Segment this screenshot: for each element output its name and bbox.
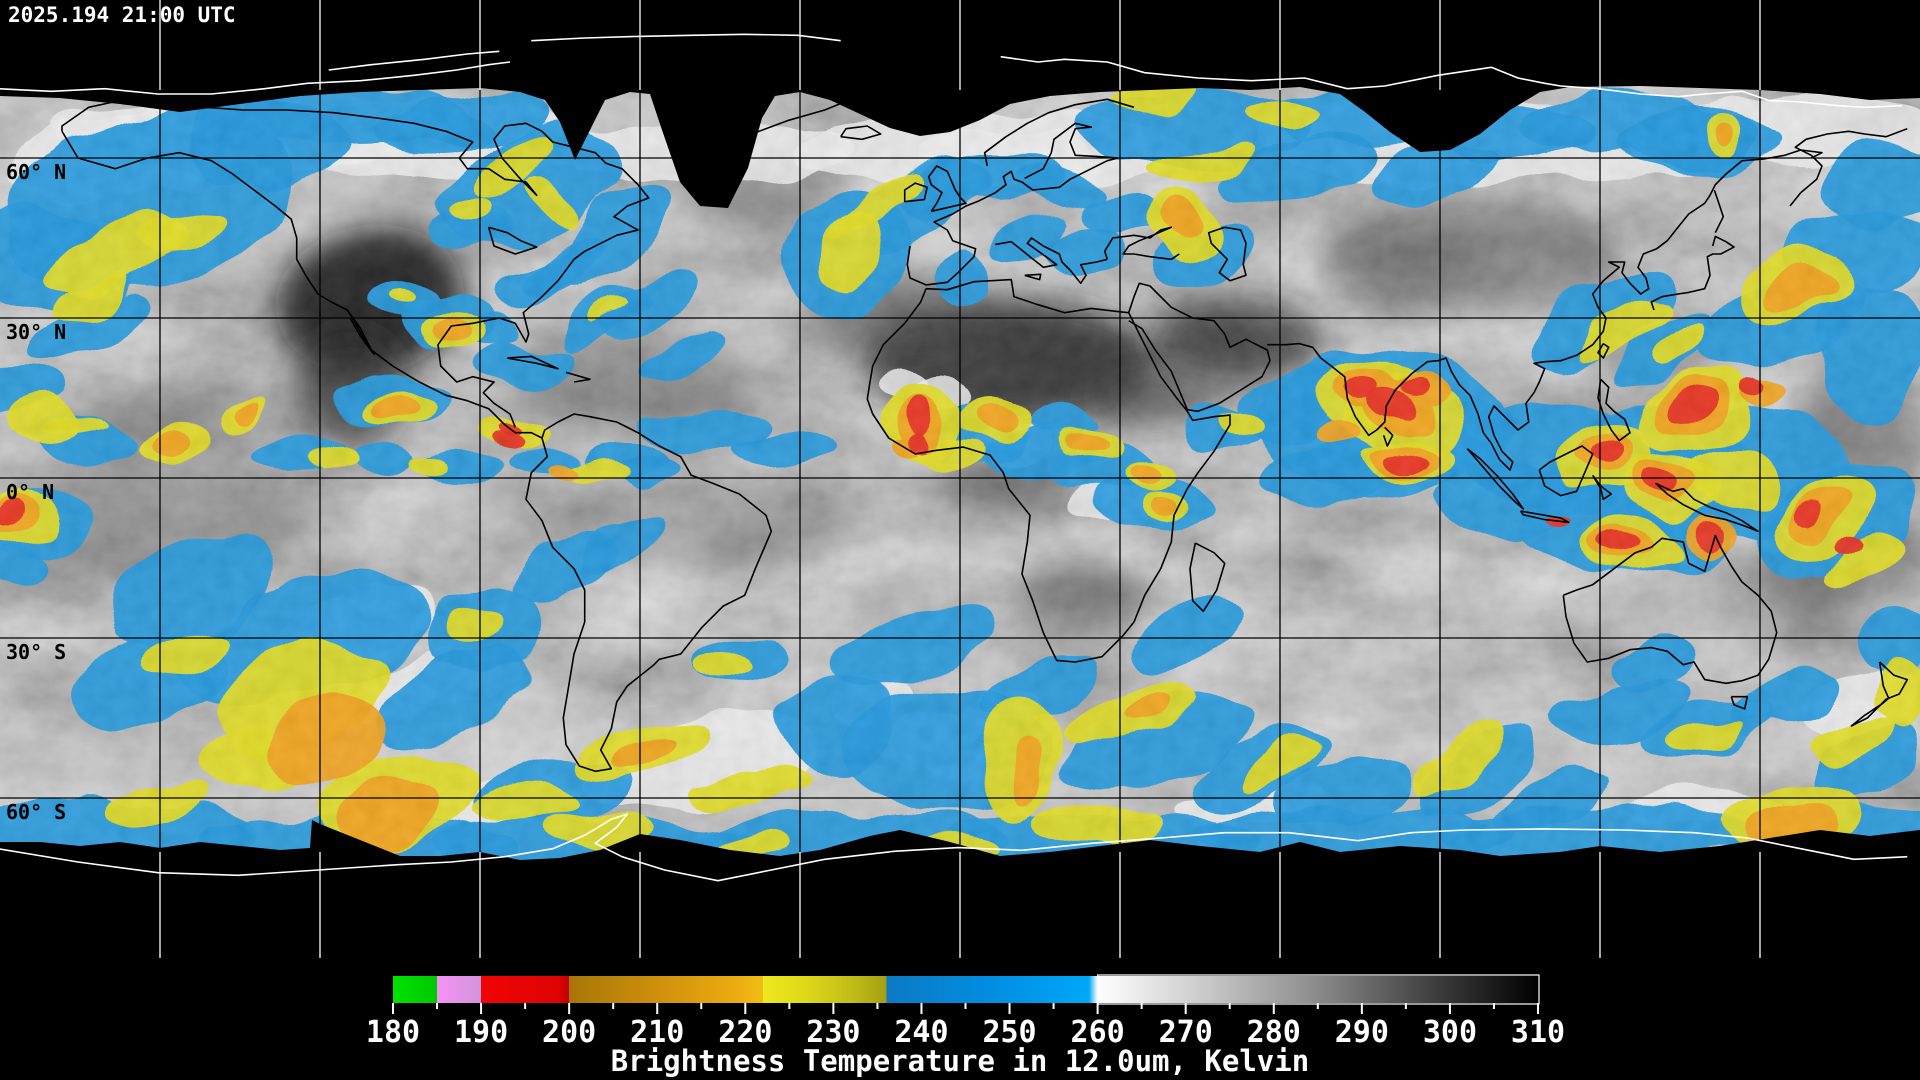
- coastline: [1024, 273, 1042, 281]
- coastline: [61, 130, 543, 439]
- coastline: [1382, 426, 1394, 447]
- coastline: [525, 413, 773, 773]
- polar-coastline: [0, 813, 1908, 882]
- colorbar-tick-label: 290: [1335, 1015, 1389, 1050]
- colorbar-tick-label: 230: [806, 1015, 860, 1050]
- latitude-label: 60° S: [6, 800, 66, 824]
- coastline: [906, 122, 1119, 286]
- colorbar-tick-label: 200: [542, 1015, 596, 1050]
- coastline: [507, 355, 559, 370]
- latitude-label: 30° N: [6, 320, 66, 344]
- coastline: [1789, 127, 1908, 207]
- coastline: [1850, 661, 1909, 727]
- coastline: [1713, 189, 1725, 234]
- coastline: [1730, 695, 1749, 710]
- polar-coastline: [531, 33, 841, 42]
- coastline: [1655, 482, 1759, 533]
- colorbar-tick-label: 190: [454, 1015, 508, 1050]
- colorbar-tick-label: 220: [718, 1015, 772, 1050]
- graticule-layer: [0, 84, 1920, 958]
- coastline: [1538, 445, 1594, 497]
- coastline: [61, 99, 650, 428]
- colorbar-tick-label: 240: [894, 1015, 948, 1050]
- coastline: [487, 226, 538, 255]
- coastline: [995, 237, 1108, 285]
- colorbar-tick-label: 260: [1071, 1015, 1125, 1050]
- coastline: [1127, 282, 1271, 413]
- coastline: [1520, 510, 1570, 524]
- coastline: [983, 98, 1135, 167]
- colorbar-tick-label: 270: [1159, 1015, 1213, 1050]
- coastline: [1207, 226, 1247, 282]
- colorbar-tick-label: 180: [366, 1015, 420, 1050]
- colorbar-tick-label: 300: [1423, 1015, 1477, 1050]
- colorbar-gradient-bar: [393, 976, 1538, 1003]
- colorbar-tick-label: 250: [982, 1015, 1036, 1050]
- coastline: [1650, 235, 1735, 311]
- colorbar: 180 190 200 210 220 230 240 250 260 270 280 290 300 3…: [366, 974, 1565, 1050]
- latitude-label: 30° S: [6, 640, 66, 664]
- colorbar-tick-label: 310: [1511, 1015, 1565, 1050]
- coastline: [840, 125, 882, 141]
- latitude-labels: 60° N 30° N 0° N 30° S 60° S: [6, 160, 66, 824]
- coastline: [1466, 448, 1525, 510]
- colorbar-tick-label: 210: [630, 1015, 684, 1050]
- polar-coastline: [0, 61, 511, 95]
- coastline: [1562, 534, 1778, 685]
- coastline: [866, 278, 1231, 663]
- colorbar-title: Brightness Temperature in 12.0um, Kelvin: [611, 1044, 1309, 1078]
- polar-coastline: [1000, 55, 1903, 109]
- latitude-label: 0° N: [6, 480, 54, 504]
- coastline: [1597, 378, 1631, 442]
- coastline: [903, 182, 928, 203]
- latitude-label: 60° N: [6, 160, 66, 184]
- colorbar-tick-label: 280: [1247, 1015, 1301, 1050]
- coastline: [1189, 542, 1226, 613]
- polar-coastline: [328, 50, 500, 71]
- coastline: [1267, 149, 1823, 471]
- coastline: [565, 371, 591, 383]
- timestamp-label: 2025.194 21:00 UTC: [8, 3, 236, 27]
- graticule-polar-layer: [159, 0, 1761, 958]
- polar-coastline-layer: [0, 33, 1908, 882]
- coastline: [346, 309, 375, 356]
- coastline: [927, 165, 967, 213]
